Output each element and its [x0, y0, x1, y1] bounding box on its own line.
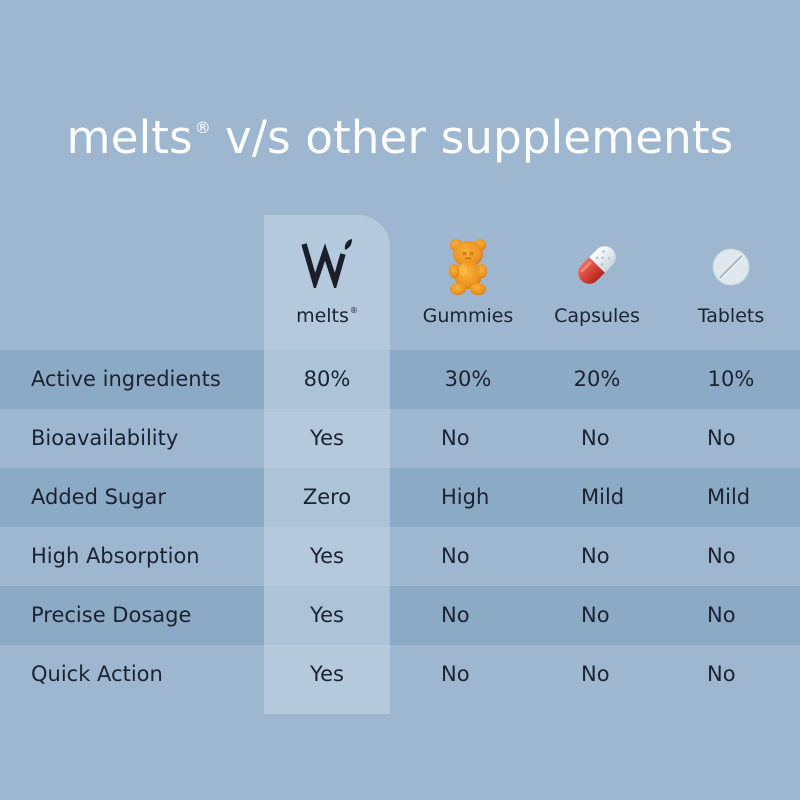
column-label-tablets: Tablets: [697, 305, 765, 327]
column-header-capsules: Capsules: [536, 230, 658, 340]
cell-capsules: 20%: [573, 367, 621, 391]
cell-melts: Yes: [310, 426, 344, 450]
column-label-capsules: Capsules: [554, 305, 640, 327]
cell-melts: Zero: [302, 485, 352, 509]
cell-gummies: No: [441, 426, 470, 450]
cell-melts: Yes: [310, 662, 344, 686]
cell-melts: Yes: [310, 603, 344, 627]
feature-label: Active ingredients: [31, 367, 221, 391]
cell-melts: 80%: [303, 367, 351, 391]
column-label-gummies: Gummies: [422, 305, 514, 327]
cell-tablets: No: [707, 603, 736, 627]
cell-gummies: No: [441, 603, 470, 627]
registered-mark: ®: [194, 118, 211, 137]
title-brand: melts: [66, 111, 193, 164]
column-header-tablets: Tablets: [670, 230, 792, 340]
cell-melts: Yes: [310, 544, 344, 568]
row-band-1: [0, 350, 800, 409]
gummy-bear-icon: [448, 238, 488, 300]
column-label-melts: melts®: [296, 305, 358, 327]
column-header-melts: melts®: [264, 230, 390, 340]
title-rest: v/s other supplements: [224, 111, 734, 164]
feature-label: Precise Dosage: [31, 603, 192, 627]
melts-logo-icon: [301, 238, 353, 292]
row-band-6: [0, 645, 800, 704]
cell-gummies: 30%: [444, 367, 492, 391]
cell-gummies: High: [441, 485, 490, 509]
feature-label: Bioavailability: [31, 426, 179, 450]
row-band-2: [0, 409, 800, 468]
cell-gummies: No: [441, 544, 470, 568]
cell-capsules: No: [581, 544, 610, 568]
cell-capsules: No: [581, 662, 610, 686]
row-band-3: [0, 468, 800, 527]
cell-gummies: No: [441, 662, 470, 686]
feature-label: High Absorption: [31, 544, 200, 568]
row-band-4: [0, 527, 800, 586]
cell-capsules: Mild: [581, 485, 625, 509]
cell-tablets: No: [707, 544, 736, 568]
capsule-icon: [572, 240, 622, 294]
cell-capsules: No: [581, 603, 610, 627]
column-header-gummies: Gummies: [400, 230, 536, 340]
feature-label: Added Sugar: [31, 485, 167, 509]
feature-label: Quick Action: [31, 662, 163, 686]
cell-tablets: No: [707, 662, 736, 686]
row-band-5: [0, 586, 800, 645]
tablet-icon: [712, 248, 750, 290]
cell-tablets: Mild: [707, 485, 751, 509]
cell-tablets: 10%: [707, 367, 755, 391]
page-title: melts ® v/s other supplements: [0, 108, 800, 178]
cell-capsules: No: [581, 426, 610, 450]
cell-tablets: No: [707, 426, 736, 450]
